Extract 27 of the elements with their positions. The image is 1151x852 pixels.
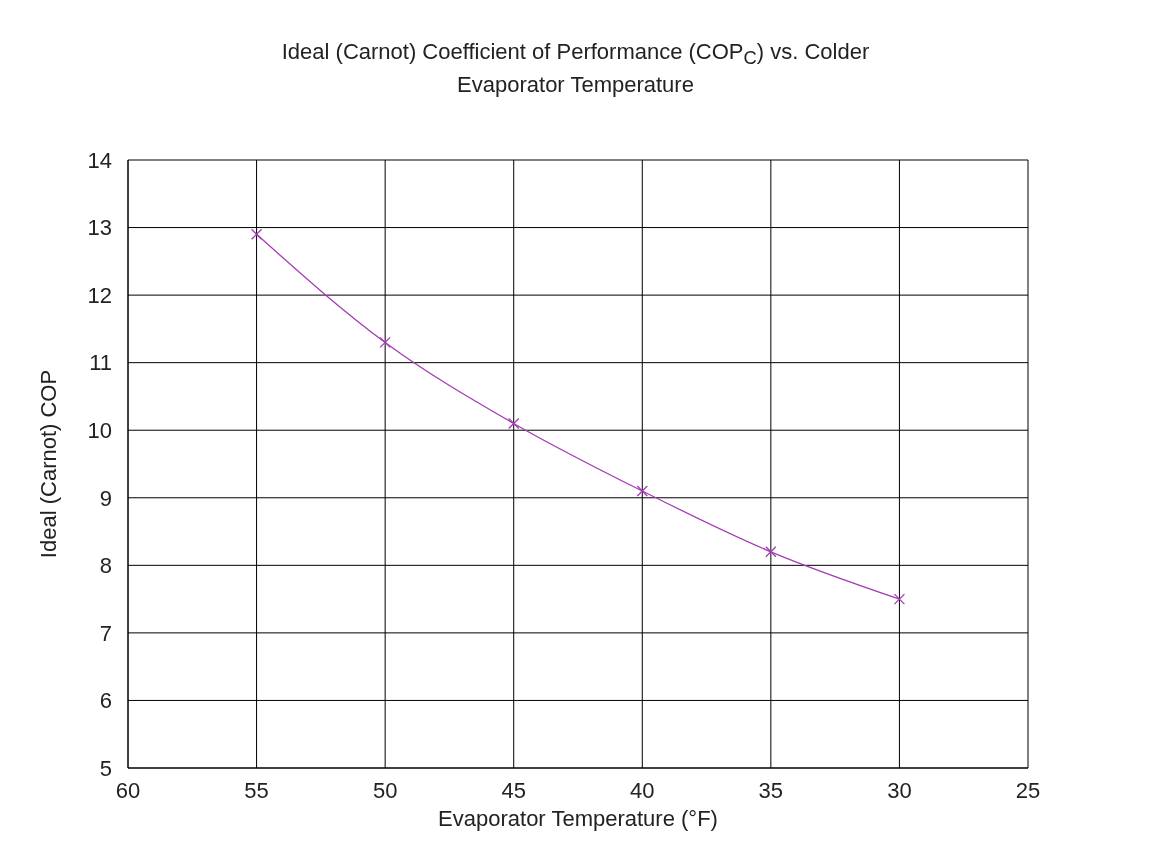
y-tick-label: 8 bbox=[99, 553, 112, 579]
point bbox=[893, 593, 906, 605]
x-tick-label: 25 bbox=[1015, 777, 1041, 803]
x-tick-label: 30 bbox=[887, 777, 912, 803]
x-tick-label: 60 bbox=[115, 777, 141, 803]
point bbox=[765, 546, 777, 558]
point bbox=[508, 417, 520, 430]
y-tick-label: 10 bbox=[87, 418, 112, 444]
x-tick-label: 55 bbox=[244, 777, 269, 803]
y-tick-label: 7 bbox=[99, 620, 112, 646]
y-tick-label: 14 bbox=[87, 147, 112, 173]
x-tick-label: 40 bbox=[630, 777, 655, 803]
point bbox=[250, 228, 263, 240]
y-tick-label: 9 bbox=[99, 485, 112, 511]
y-tick-label: 13 bbox=[87, 215, 112, 241]
chart-title: Ideal (Carnot) Coefficient of Performance (COP$_{C}$) vs. Colder Evaporator Temperature bbox=[281, 39, 870, 98]
y-tick-label: 11 bbox=[89, 350, 112, 376]
point bbox=[379, 336, 391, 349]
y-tick-label: 6 bbox=[99, 688, 112, 714]
x-tick-label: 50 bbox=[372, 777, 398, 803]
y-tick-label: 5 bbox=[99, 755, 112, 781]
point bbox=[636, 485, 648, 497]
x-tick-label: 45 bbox=[501, 777, 526, 803]
x-tick-label: 35 bbox=[758, 777, 784, 803]
y-axis-title: Ideal (Carnot) COP bbox=[35, 369, 61, 559]
y-tick-label: 12 bbox=[87, 282, 112, 308]
x-axis-title: Evaporator Temperature (°F) bbox=[438, 806, 718, 831]
